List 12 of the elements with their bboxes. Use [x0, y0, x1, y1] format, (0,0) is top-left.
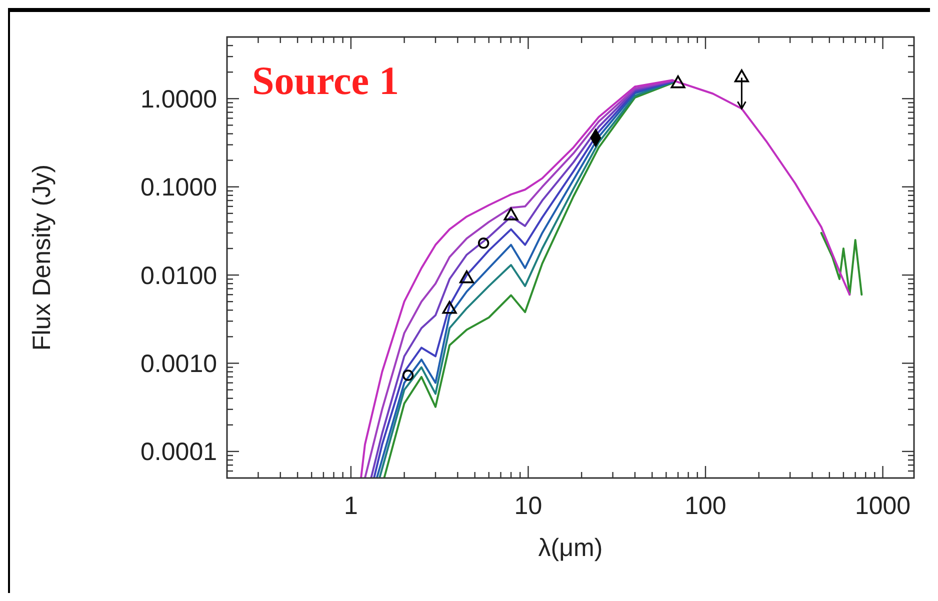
y-tick-label: 0.1000 — [140, 174, 217, 202]
x-tick-label: 100 — [684, 492, 726, 520]
y-axis-title: Flux Density (Jy) — [28, 164, 56, 351]
x-tick-label: 10 — [514, 492, 542, 520]
x-tick-label: 1000 — [854, 492, 911, 520]
x-axis-title: λ(μm) — [538, 534, 603, 562]
text: Source 1 — [252, 58, 400, 103]
y-tick-label: 0.0001 — [140, 438, 217, 466]
x-tick-label: 1 — [344, 492, 358, 520]
y-tick-label: 0.0010 — [140, 350, 217, 378]
y-tick-label: 0.0100 — [140, 262, 217, 290]
y-tick-label: 1.0000 — [140, 85, 217, 114]
